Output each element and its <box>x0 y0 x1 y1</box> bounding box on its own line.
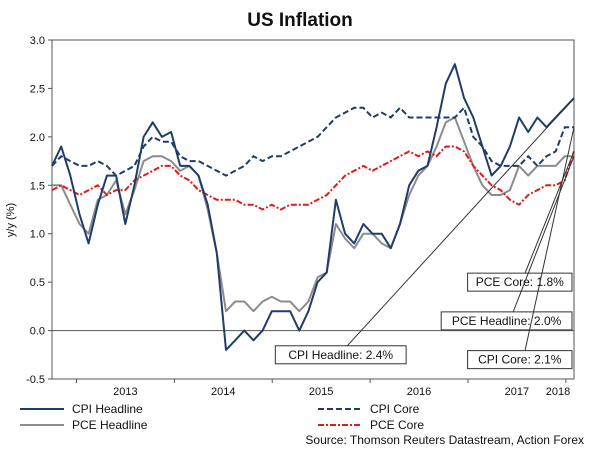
annotation-leader <box>346 97 575 347</box>
y-tick-label: 0.5 <box>30 277 45 289</box>
annotation-box <box>274 345 407 365</box>
annotation-box <box>467 272 573 292</box>
annotation-label: CPI Core: 2.1% <box>478 353 562 367</box>
legend: CPI Headline PCE Headline CPI Core PCE Core <box>20 402 424 432</box>
y-axis: 3.0 2.5 2.0 1.5 1.0 0.5 0.0 -0.5 <box>26 35 52 386</box>
y-tick-label: 3.0 <box>30 35 45 47</box>
series-lines <box>51 63 575 351</box>
annotation-leader <box>524 127 575 351</box>
y-tick-label: 2.5 <box>30 83 45 95</box>
annotation-label: CPI Headline: 2.4% <box>288 348 393 362</box>
y-tick-label: 2.0 <box>30 132 45 144</box>
x-tick-label: 2018 <box>546 386 570 398</box>
legend-label: PCE Core <box>370 418 424 432</box>
annotation-leader <box>524 151 575 274</box>
annotation-label: PCE Core: 1.8% <box>476 275 564 289</box>
series-line-cpi-headline <box>51 63 575 351</box>
y-tick-label: 0.0 <box>30 326 45 338</box>
chart-title: US Inflation <box>247 10 353 31</box>
y-tick-label: 1.5 <box>30 180 45 192</box>
y-tick-label: -0.5 <box>26 374 45 386</box>
legend-label: CPI Core <box>370 402 420 416</box>
annotations: PCE Core: 1.8% PCE Headline: 2.0% CPI Core… <box>274 97 575 370</box>
annotation-box <box>467 350 573 370</box>
x-axis: 2013 2014 2015 2016 2017 2018 <box>75 379 570 398</box>
y-tick-label: 1.0 <box>30 229 45 241</box>
legend-label: CPI Headline <box>72 402 143 416</box>
source-note: Source: Thomson Reuters Datastream, Acti… <box>305 433 584 447</box>
annotation-label: PCE Headline: 2.0% <box>452 314 562 328</box>
x-tick-label: 2015 <box>309 386 333 398</box>
y-axis-label: y/y (%) <box>5 203 17 237</box>
x-tick-label: 2016 <box>407 386 431 398</box>
annotation-leader <box>512 156 575 313</box>
legend-label: PCE Headline <box>72 418 148 432</box>
series-line-pce-headline <box>52 116 574 313</box>
x-tick-label: 2013 <box>113 386 137 398</box>
annotation-box <box>440 311 573 331</box>
x-tick-label: 2014 <box>211 386 235 398</box>
x-tick-label: 2017 <box>505 386 529 398</box>
